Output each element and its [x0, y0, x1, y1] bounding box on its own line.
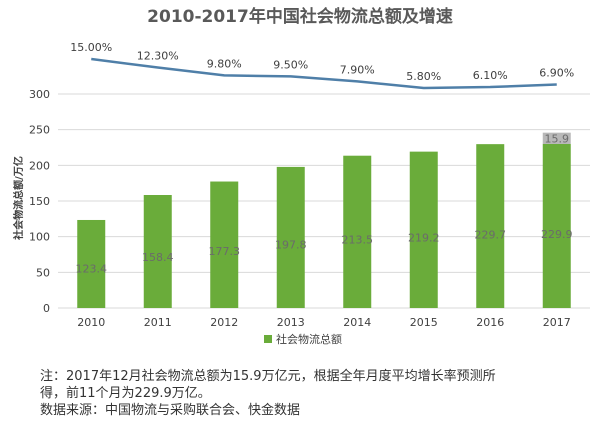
y-tick-label: 250 [29, 124, 50, 137]
bar [343, 155, 372, 308]
x-tick-label: 2017 [543, 316, 571, 329]
stacked-bar-segment [542, 132, 571, 145]
y-axis-ticks: 0 50 100 150 200 250 300 [29, 88, 50, 315]
x-axis-ticks: 2010 2011 2012 2013 2014 2015 2016 2017 [77, 316, 571, 329]
source-line: 数据来源：中国物流与采购联合会、快金数据 [40, 403, 301, 418]
x-tick-label: 2015 [410, 316, 438, 329]
growth-rate-label: 7.90% [340, 63, 375, 76]
legend-swatch [264, 335, 272, 343]
bar [143, 195, 172, 308]
x-tick-label: 2013 [277, 316, 305, 329]
y-tick-label: 0 [43, 302, 50, 315]
growth-rate-label: 9.50% [273, 58, 308, 71]
bar-value-label: 213.5 [342, 233, 374, 246]
x-tick-label: 2011 [144, 316, 172, 329]
bar [276, 166, 305, 308]
note-line-2: 得，前11个月为229.9万亿。 [40, 386, 211, 401]
chart-title: 2010-2017年中国社会物流总额及增速 [147, 6, 453, 27]
chart: 2010-2017年中国社会物流总额及增速 社会物流总额/万亿 0 50 100 15… [12, 6, 590, 346]
x-tick-label: 2014 [343, 316, 371, 329]
y-tick-label: 150 [29, 195, 50, 208]
y-tick-label: 200 [29, 159, 50, 172]
bar [77, 219, 106, 308]
bar-value-label: 158.4 [142, 251, 174, 264]
growth-rate-label: 12.30% [137, 50, 179, 63]
stacked-bar-value-label: 15.9 [545, 132, 570, 145]
x-tick-label: 2012 [210, 316, 238, 329]
y-axis-label: 社会物流总额/万亿 [12, 156, 25, 241]
bar [210, 181, 239, 308]
legend-label: 社会物流总额 [276, 332, 342, 346]
growth-rate-label: 6.10% [473, 69, 508, 82]
bar-value-label: 229.7 [475, 228, 507, 241]
bar-value-label: 177.3 [209, 245, 241, 258]
note-line-1: 注：2017年12月社会物流总额为15.9万亿元，根据全年月度平均增长率预测所 [40, 369, 496, 384]
bar-series: 123.4 158.4 177.3 197.8 213.5 219.2 229.7 229.9… [76, 132, 573, 308]
bar [409, 151, 438, 308]
bar-value-label: 229.9 [541, 228, 573, 241]
bar-value-label: 219.2 [408, 232, 440, 245]
x-tick-label: 2010 [77, 316, 105, 329]
gridlines [58, 93, 590, 309]
growth-rate-label: 6.90% [539, 67, 574, 80]
growth-rate-label: 15.00% [70, 41, 112, 54]
bar [542, 144, 571, 308]
footnotes: 注：2017年12月社会物流总额为15.9万亿元，根据全年月度平均增长率预测所 … [40, 368, 560, 419]
y-tick-label: 50 [36, 266, 50, 279]
growth-rate-label: 9.80% [207, 57, 242, 70]
bar [476, 144, 505, 308]
x-tick-label: 2016 [476, 316, 504, 329]
y-tick-label: 300 [29, 88, 50, 101]
legend: 社会物流总额 [264, 332, 342, 346]
y-tick-label: 100 [29, 231, 50, 244]
growth-rate-polyline [91, 57, 557, 90]
bar-value-label: 197.8 [275, 239, 307, 252]
growth-rate-line: 15.00% 12.30% 9.80% 9.50% 7.90% 5.80% 6.10% 6.9… [70, 41, 574, 90]
growth-rate-label: 5.80% [406, 70, 441, 83]
bar-value-label: 123.4 [76, 262, 108, 275]
